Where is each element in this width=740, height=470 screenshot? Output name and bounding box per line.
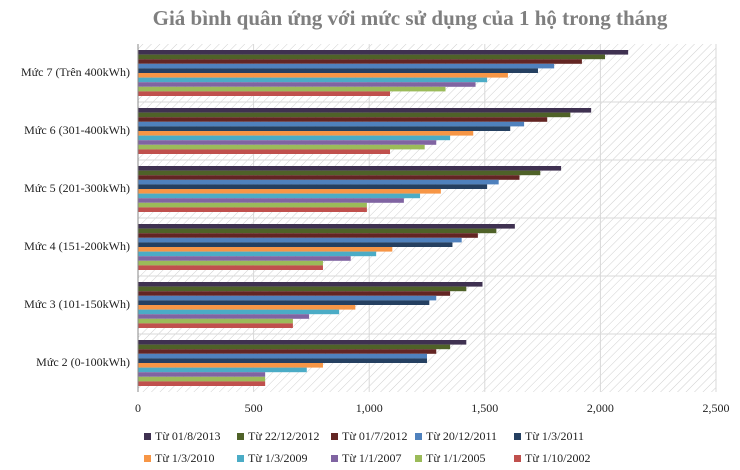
bar	[138, 121, 525, 127]
bar	[138, 50, 629, 55]
bar	[138, 184, 488, 189]
x-tick-label: 0	[135, 401, 141, 415]
bar	[138, 282, 483, 287]
bar	[138, 256, 351, 261]
bar	[138, 198, 404, 203]
legend-swatch	[415, 455, 422, 462]
legend-label: Từ 1/1/2007	[342, 451, 402, 465]
x-tick-label: 2,500	[703, 401, 730, 415]
y-tick-label: Mức 4 (151-200kWh)	[24, 239, 130, 253]
y-tick-label: Mức 5 (201-300kWh)	[24, 181, 130, 195]
bar	[138, 372, 266, 377]
bar	[138, 349, 437, 354]
legend-swatch	[237, 433, 244, 440]
y-tick-label: Mức 6 (301-400kWh)	[24, 123, 130, 137]
bar	[138, 358, 427, 363]
x-tick-label: 500	[245, 401, 263, 415]
x-tick-label: 2,000	[587, 401, 614, 415]
x-tick-label: 1,500	[471, 401, 498, 415]
bar	[138, 381, 266, 386]
bar	[138, 207, 367, 212]
bar	[138, 344, 451, 350]
bar	[138, 291, 451, 296]
bar	[138, 73, 508, 78]
bar	[138, 314, 310, 319]
bar	[138, 135, 451, 141]
bar	[138, 251, 377, 257]
bar	[138, 126, 511, 131]
bar	[138, 91, 391, 96]
bar	[138, 237, 462, 243]
legend-label: Từ 1/1/2005	[426, 451, 486, 465]
bar	[138, 295, 437, 301]
bar	[138, 170, 541, 176]
legend-swatch	[415, 433, 422, 440]
bar	[138, 224, 515, 229]
bar	[138, 260, 323, 266]
y-tick-label: Mức 7 (Trên 400kWh)	[21, 65, 130, 79]
bar	[138, 363, 323, 368]
bar	[138, 376, 266, 382]
legend-label: Từ 01/8/2013	[155, 429, 221, 443]
bar	[138, 144, 425, 150]
bar	[138, 82, 476, 87]
bar	[138, 340, 467, 345]
bar	[138, 309, 340, 315]
legend-label: Từ 1/10/2002	[525, 451, 591, 465]
bar	[138, 86, 446, 92]
bar	[138, 265, 323, 270]
legend-label: Từ 1/3/2009	[248, 451, 308, 465]
bar	[138, 108, 592, 113]
bar	[138, 286, 467, 292]
legend-swatch	[144, 455, 151, 462]
bar	[138, 228, 497, 234]
bar	[138, 233, 478, 238]
y-tick-label: Mức 2 (0-100kWh)	[36, 355, 130, 369]
bar	[138, 179, 499, 185]
legend-swatch	[514, 455, 521, 462]
bar	[138, 353, 427, 359]
bar	[138, 175, 520, 180]
bar	[138, 367, 307, 373]
bar	[138, 323, 293, 328]
bar	[138, 131, 474, 136]
legend-label: Từ 22/12/2012	[248, 429, 320, 443]
bar	[138, 59, 582, 64]
chart-title: Giá bình quân ứng với mức sử dụng của 1 …	[153, 6, 668, 30]
bar	[138, 117, 548, 122]
bar	[138, 202, 367, 208]
legend-swatch	[237, 455, 244, 462]
bar	[138, 300, 430, 305]
bar	[138, 318, 293, 324]
legend-label: Từ 1/3/2011	[525, 429, 584, 443]
bar	[138, 112, 571, 118]
bar	[138, 193, 421, 199]
bar	[138, 63, 555, 69]
legend-swatch	[331, 455, 338, 462]
legend-swatch	[331, 433, 338, 440]
bar	[138, 166, 562, 171]
legend-label: Từ 1/3/2010	[155, 451, 215, 465]
bar	[138, 247, 393, 252]
legend-swatch	[144, 433, 151, 440]
legend-swatch	[514, 433, 521, 440]
x-tick-label: 1,000	[356, 401, 383, 415]
bar	[138, 189, 441, 194]
y-tick-label: Mức 3 (101-150kWh)	[24, 297, 130, 311]
bar	[138, 54, 606, 60]
legend-label: Từ 01/7/2012	[342, 429, 408, 443]
bar	[138, 140, 437, 145]
bar	[138, 68, 538, 73]
legend-label: Từ 20/12/2011	[426, 429, 497, 443]
bar	[138, 242, 453, 247]
bar	[138, 149, 391, 154]
bar	[138, 305, 356, 310]
bar	[138, 77, 488, 83]
